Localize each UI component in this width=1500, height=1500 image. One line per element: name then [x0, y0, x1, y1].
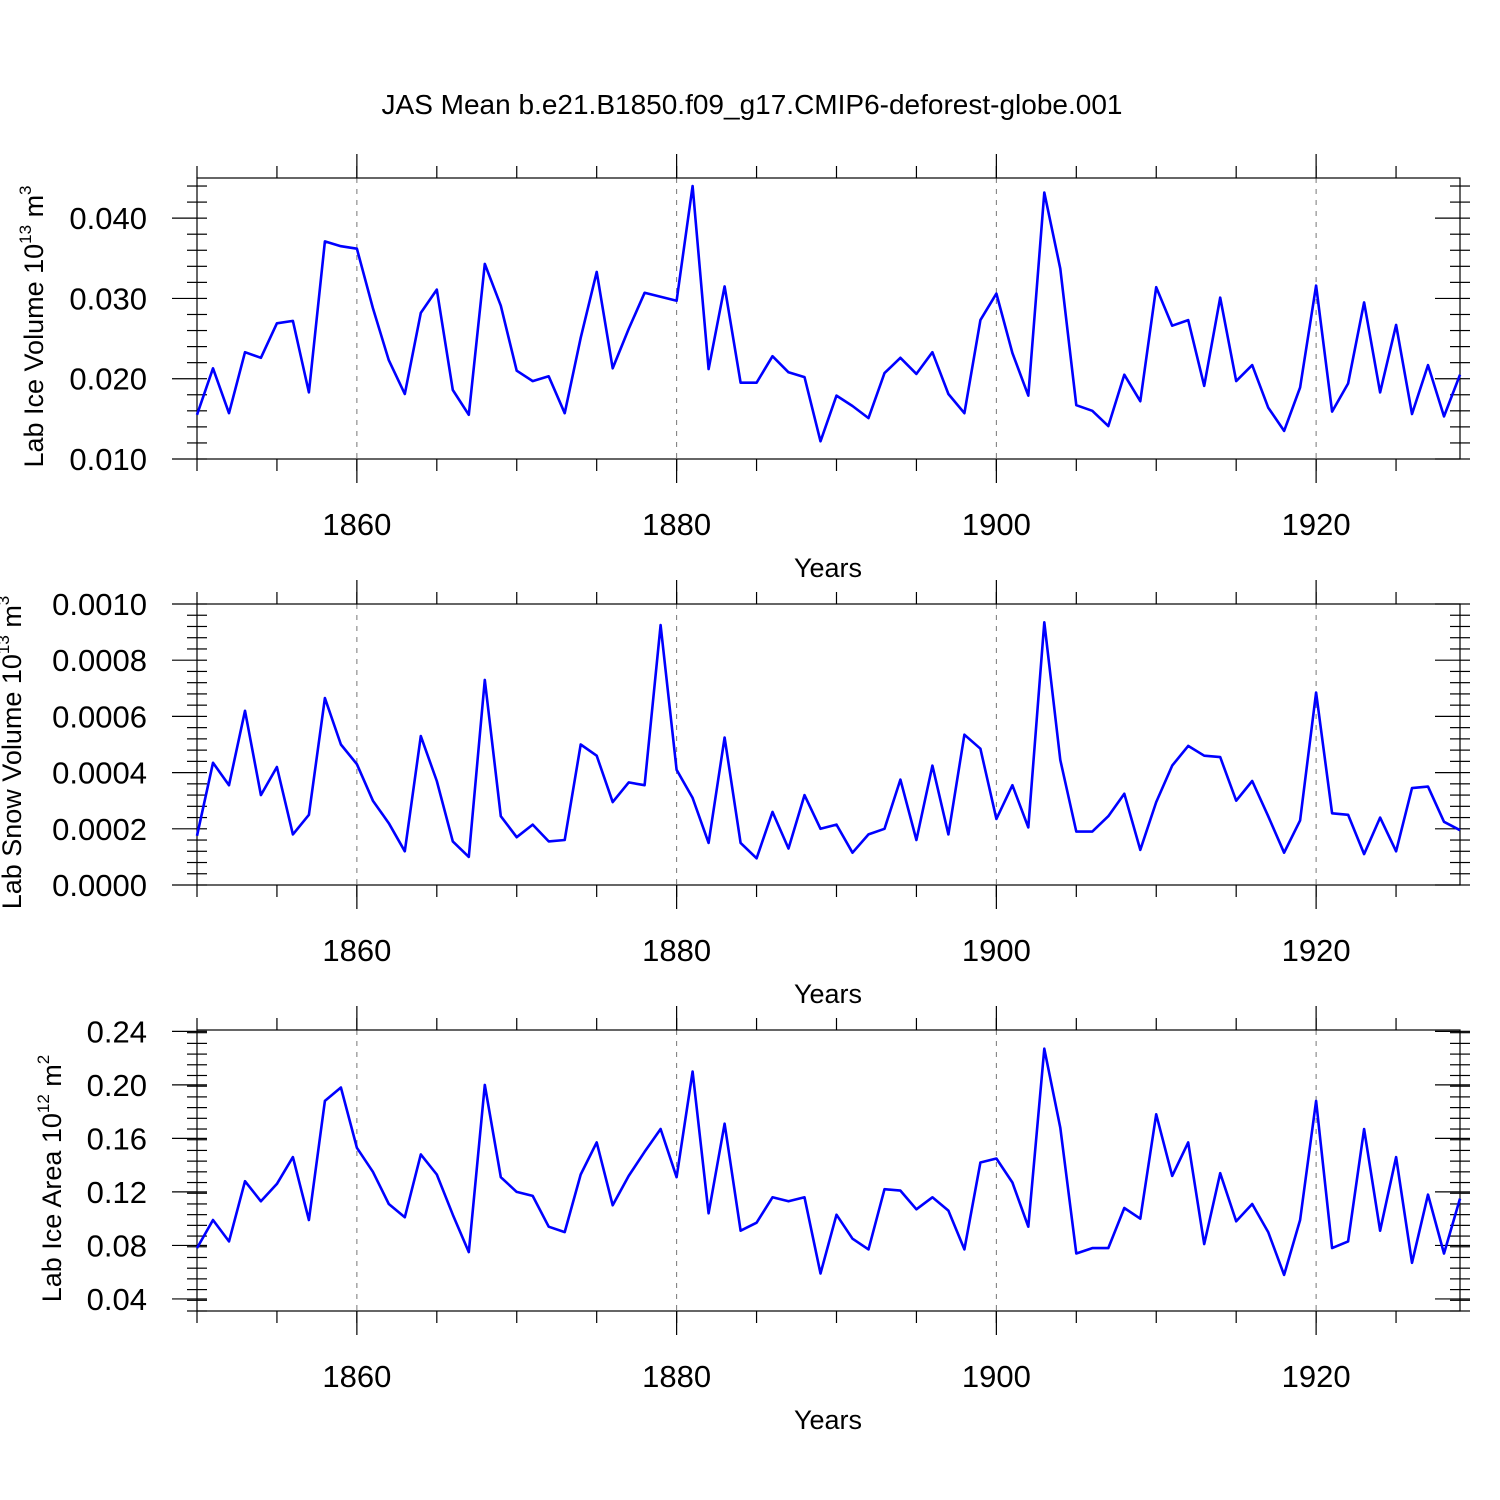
x-tick-label: 1920	[1282, 1359, 1351, 1394]
y-axis-title-unit-exponent: 3	[16, 185, 35, 194]
y-tick-label: 0.08	[87, 1228, 147, 1263]
y-tick-label: 0.0002	[52, 812, 147, 847]
x-tick-label: 1900	[962, 1359, 1031, 1394]
x-tick-label: 1900	[962, 507, 1031, 542]
y-axis-title-base: Lab Ice Area 10	[37, 1113, 67, 1302]
plot-frame	[196, 177, 1461, 460]
y-tick-label: 0.24	[87, 1014, 147, 1049]
x-tick-label: 1860	[322, 1359, 391, 1394]
y-tick-label: 0.20	[87, 1068, 147, 1103]
y-axis-title-base: Lab Snow Volume 10	[0, 654, 27, 909]
y-axis-title-unit: m	[0, 605, 27, 635]
x-tick-label: 1860	[322, 933, 391, 968]
x-tick-label: 1880	[642, 933, 711, 968]
y-tick-label: 0.0006	[52, 699, 147, 734]
y-axis-title-exponent: 13	[16, 225, 35, 244]
y-tick-label: 0.020	[69, 362, 147, 397]
y-axis-title: Lab Ice Volume 1013 m3	[16, 185, 49, 467]
panel-1: 1860 1880 1900 1920 0.010 0.020 0.030 0.040 Year…	[16, 154, 1470, 583]
y-tick-label: 0.040	[69, 201, 147, 236]
x-tick-label: 1920	[1282, 507, 1351, 542]
y-tick-label: 0.16	[87, 1121, 147, 1156]
y-tick-label: 0.030	[69, 281, 147, 316]
x-tick-label: 1900	[962, 933, 1031, 968]
plot-frame	[196, 603, 1461, 886]
x-axis-title: Years	[794, 979, 862, 1009]
panels: 1860 1880 1900 1920 0.010 0.020 0.030 0.040 Year…	[0, 154, 1470, 1435]
data-line	[195, 184, 1462, 443]
x-tick-label: 1920	[1282, 933, 1351, 968]
panel-3: 1860 1880 1900 1920 0.04 0.08 0.12 0.16 0.20 0.24…	[34, 1006, 1470, 1435]
panel-2: 1860 1880 1900 1920 0.0000 0.0002 0.0004 0.0006…	[0, 580, 1470, 1009]
data-line	[195, 620, 1461, 860]
y-tick-label: 0.12	[87, 1175, 147, 1210]
y-axis-title-base: Lab Ice Volume 10	[19, 244, 49, 468]
plot-frame	[196, 1029, 1461, 1312]
x-axis-title: Years	[794, 1405, 862, 1435]
y-tick-label: 0.0004	[52, 756, 147, 791]
y-axis-title: Lab Ice Area 1012 m2	[34, 1055, 67, 1303]
y-tick-label: 0.010	[69, 442, 147, 477]
y-axis-title-unit: m	[19, 195, 49, 225]
x-tick-label: 1880	[642, 507, 711, 542]
y-axis-title-unit-exponent: 3	[0, 596, 13, 605]
x-tick-label: 1880	[642, 1359, 711, 1394]
y-tick-label: 0.0000	[52, 868, 147, 903]
y-axis-title-unit-exponent: 2	[34, 1055, 53, 1064]
chart-title: JAS Mean b.e21.B1850.f09_g17.CMIP6-defor…	[382, 89, 1123, 120]
y-axis-title: Lab Snow Volume 1013 m3	[0, 596, 27, 910]
data-line	[195, 1047, 1462, 1277]
y-tick-label: 0.0008	[52, 643, 147, 678]
y-tick-label: 0.04	[87, 1282, 147, 1317]
y-axis-title-exponent: 12	[34, 1094, 53, 1113]
x-axis-title: Years	[794, 553, 862, 583]
y-tick-label: 0.0010	[52, 587, 147, 622]
y-axis-title-unit: m	[37, 1064, 67, 1094]
y-axis-title-exponent: 13	[0, 635, 13, 654]
x-tick-label: 1860	[322, 507, 391, 542]
